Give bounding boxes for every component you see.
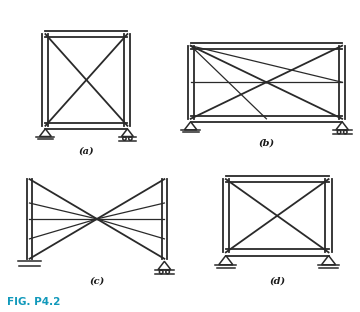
Text: (a): (a)	[78, 146, 94, 155]
Text: (c): (c)	[89, 276, 104, 285]
Text: FIG. P4.2: FIG. P4.2	[7, 297, 60, 307]
Text: (d): (d)	[269, 276, 285, 285]
Text: (b): (b)	[258, 138, 274, 147]
